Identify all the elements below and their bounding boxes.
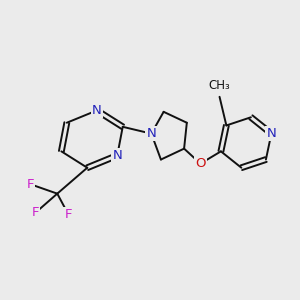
Text: N: N (112, 149, 122, 162)
Text: F: F (64, 208, 72, 220)
Text: N: N (92, 104, 102, 117)
Text: F: F (26, 178, 34, 190)
Text: F: F (32, 206, 39, 219)
Text: N: N (146, 127, 156, 140)
Text: N: N (266, 127, 276, 140)
Text: CH₃: CH₃ (209, 79, 230, 92)
Text: O: O (195, 157, 206, 170)
